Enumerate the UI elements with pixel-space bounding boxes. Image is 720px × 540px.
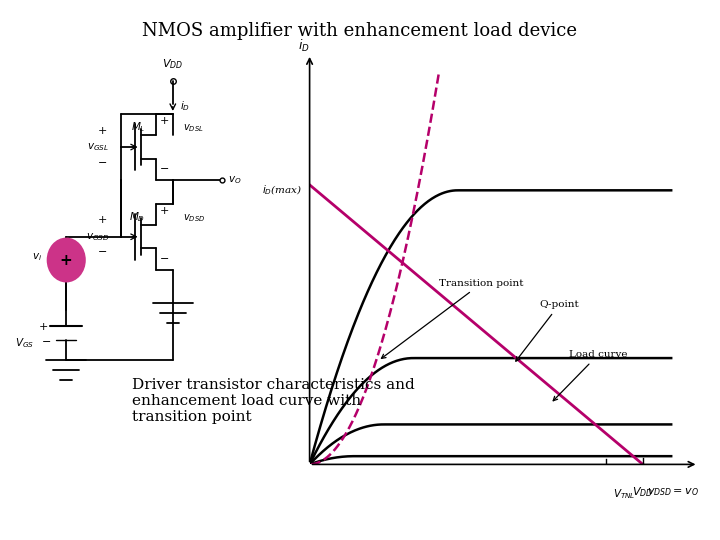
Text: $V_{DD}$: $V_{DD}$ xyxy=(632,485,654,499)
Text: $i_D$(max): $i_D$(max) xyxy=(262,184,302,197)
Text: Transition point: Transition point xyxy=(382,279,523,359)
Text: $-$: $-$ xyxy=(159,163,169,172)
Text: Driver transistor characteristics and
enhancement load curve with
transition poi: Driver transistor characteristics and en… xyxy=(132,378,415,424)
Text: $i_D$: $i_D$ xyxy=(298,38,310,54)
Text: $-$: $-$ xyxy=(41,335,51,345)
Text: $V_{TNL}$: $V_{TNL}$ xyxy=(613,488,636,502)
Text: $M_D$: $M_D$ xyxy=(130,210,145,224)
Text: $-$: $-$ xyxy=(97,156,107,166)
Text: $V_{GS}$: $V_{GS}$ xyxy=(15,336,35,350)
Text: $v_{DSD}$: $v_{DSD}$ xyxy=(183,212,205,224)
Text: $V_{DD}$: $V_{DD}$ xyxy=(162,57,184,71)
Circle shape xyxy=(48,239,85,282)
Text: NMOS amplifier with enhancement load device: NMOS amplifier with enhancement load dev… xyxy=(143,22,577,39)
Text: +: + xyxy=(159,206,169,215)
Text: +: + xyxy=(159,116,169,126)
Text: $v_{GSL}$: $v_{GSL}$ xyxy=(87,141,109,153)
Text: $-$: $-$ xyxy=(97,245,107,255)
Text: +: + xyxy=(97,215,107,226)
Text: +: + xyxy=(38,322,48,332)
Text: $M_L$: $M_L$ xyxy=(131,120,145,134)
Text: $v_{DSL}$: $v_{DSL}$ xyxy=(183,123,204,134)
Text: $v_i$: $v_i$ xyxy=(32,251,42,262)
Text: +: + xyxy=(97,126,107,136)
Text: Q-point: Q-point xyxy=(516,300,579,361)
Text: $i_D$: $i_D$ xyxy=(180,99,190,113)
Text: Load curve: Load curve xyxy=(553,350,627,401)
Text: $v_{DSD} = v_O$: $v_{DSD} = v_O$ xyxy=(647,486,698,498)
Text: $v_O$: $v_O$ xyxy=(228,174,241,186)
Text: $v_{GSD}$: $v_{GSD}$ xyxy=(86,231,109,242)
Text: +: + xyxy=(60,253,73,267)
Text: $-$: $-$ xyxy=(159,252,169,262)
